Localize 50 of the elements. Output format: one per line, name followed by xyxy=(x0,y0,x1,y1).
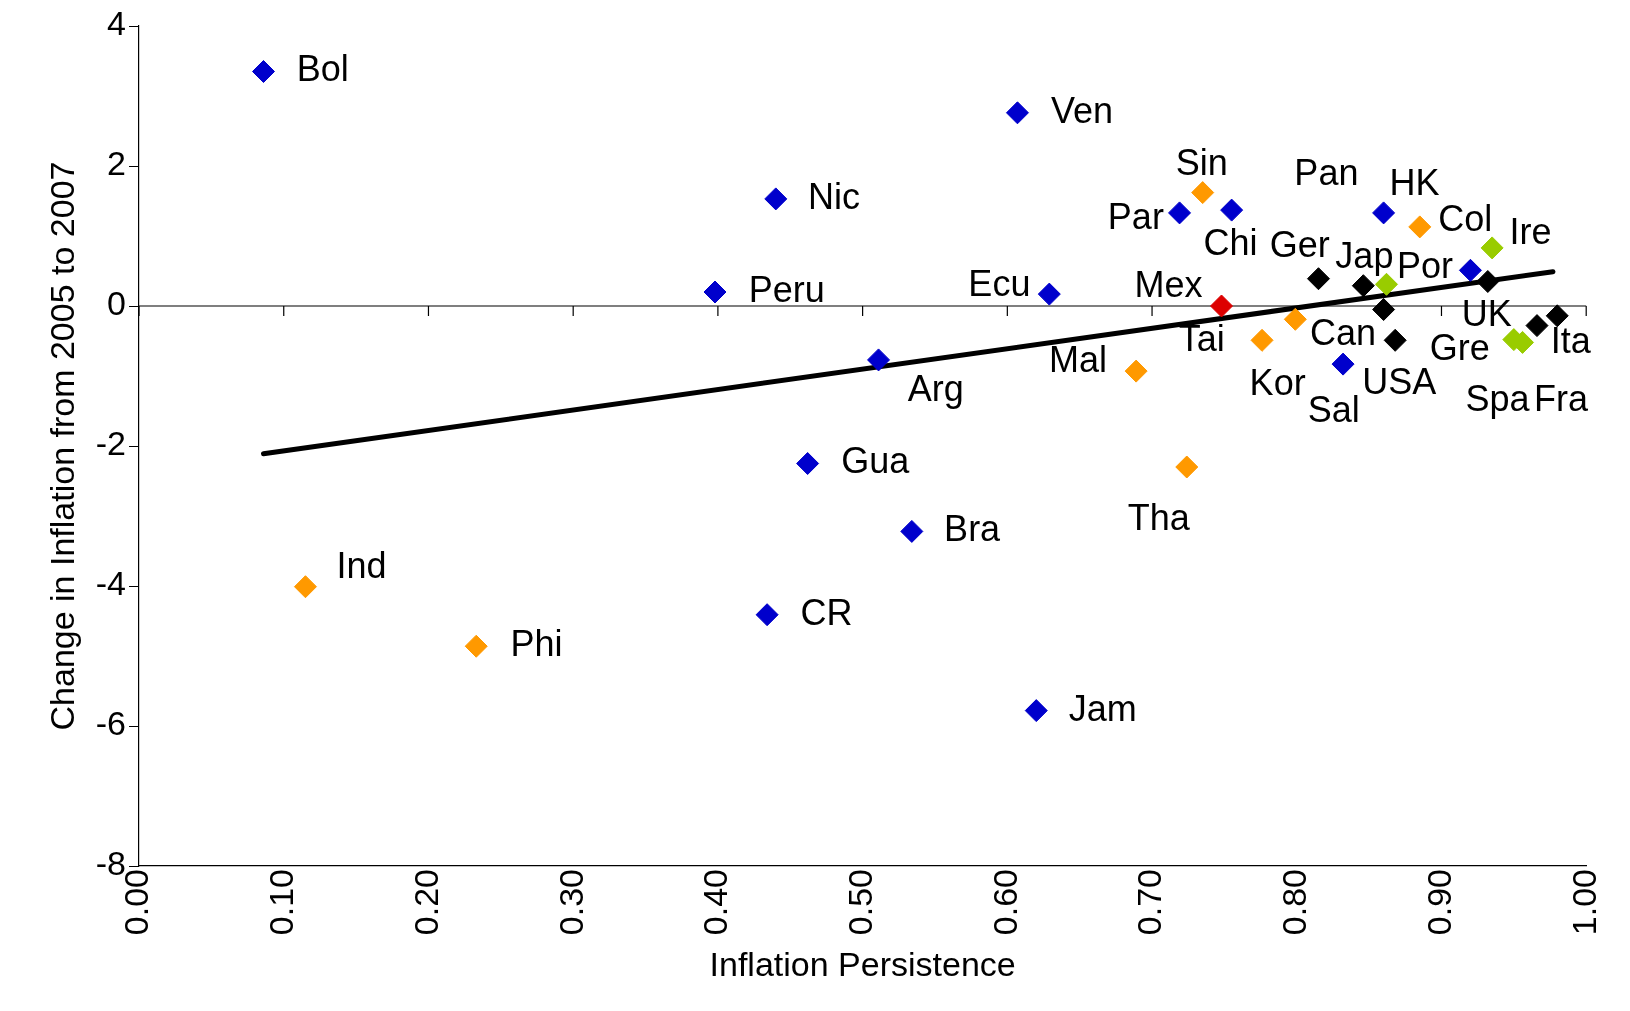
annotation: Sal xyxy=(1307,388,1360,430)
annotation: HK xyxy=(1389,162,1440,204)
x-tick-label: 0.50 xyxy=(840,869,879,936)
annotation: Col xyxy=(1438,198,1493,240)
annotation: Ven xyxy=(1050,89,1113,131)
annotation: Bol xyxy=(296,48,349,90)
x-tick-label: 0.10 xyxy=(262,869,301,936)
x-tick-label: 0.40 xyxy=(696,869,735,936)
y-tick-label: 4 xyxy=(107,4,127,43)
x-tick-label: 0.90 xyxy=(1419,869,1458,936)
annotation: Mex xyxy=(1134,264,1203,306)
annotation: Sin xyxy=(1175,142,1228,184)
annotation: Spa xyxy=(1465,377,1531,419)
annotation: Par xyxy=(1107,196,1164,238)
annotation: Ger xyxy=(1269,224,1330,266)
annotation: Ecu xyxy=(968,262,1031,304)
annotation: Fra xyxy=(1533,378,1589,420)
annotation: Por xyxy=(1396,244,1453,286)
annotation: CR xyxy=(800,591,853,633)
x-axis-title: Inflation Persistence xyxy=(709,944,1016,983)
annotation: Kor xyxy=(1249,361,1306,403)
annotation: Jap xyxy=(1335,234,1394,276)
annotation: Gua xyxy=(841,440,911,482)
x-tick-label: 1.00 xyxy=(1564,869,1603,936)
x-tick-label: 0.80 xyxy=(1275,869,1314,936)
annotation: Chi xyxy=(1203,222,1258,264)
x-tick-label: 0.20 xyxy=(406,869,445,936)
y-tick-label: -4 xyxy=(95,564,127,603)
y-axis-title: Change in Inflation from 2005 to 2007 xyxy=(42,161,81,731)
annotation: Ita xyxy=(1550,319,1592,361)
annotation: Arg xyxy=(907,368,964,410)
annotation: Mal xyxy=(1048,338,1107,380)
y-tick-label: 2 xyxy=(107,144,127,183)
annotation: Ire xyxy=(1509,211,1552,253)
y-tick-label: -2 xyxy=(95,424,127,463)
annotation: Tai xyxy=(1178,318,1225,360)
y-tick-label: 0 xyxy=(107,284,127,323)
annotation: Peru xyxy=(748,268,825,310)
x-tick-label: 0.60 xyxy=(985,869,1024,936)
x-tick-label: 0.30 xyxy=(551,869,590,936)
x-tick-label: 0.70 xyxy=(1130,869,1169,936)
annotation: Can xyxy=(1310,312,1377,354)
y-tick-label: -6 xyxy=(95,704,127,743)
annotation: Nic xyxy=(808,175,861,217)
annotation: Bra xyxy=(944,508,1002,550)
annotation: Pan xyxy=(1294,152,1359,194)
annotation: Ind xyxy=(336,544,387,586)
annotation: Tha xyxy=(1127,496,1191,538)
annotation: Jam xyxy=(1068,687,1137,729)
annotation: Phi xyxy=(510,623,563,665)
